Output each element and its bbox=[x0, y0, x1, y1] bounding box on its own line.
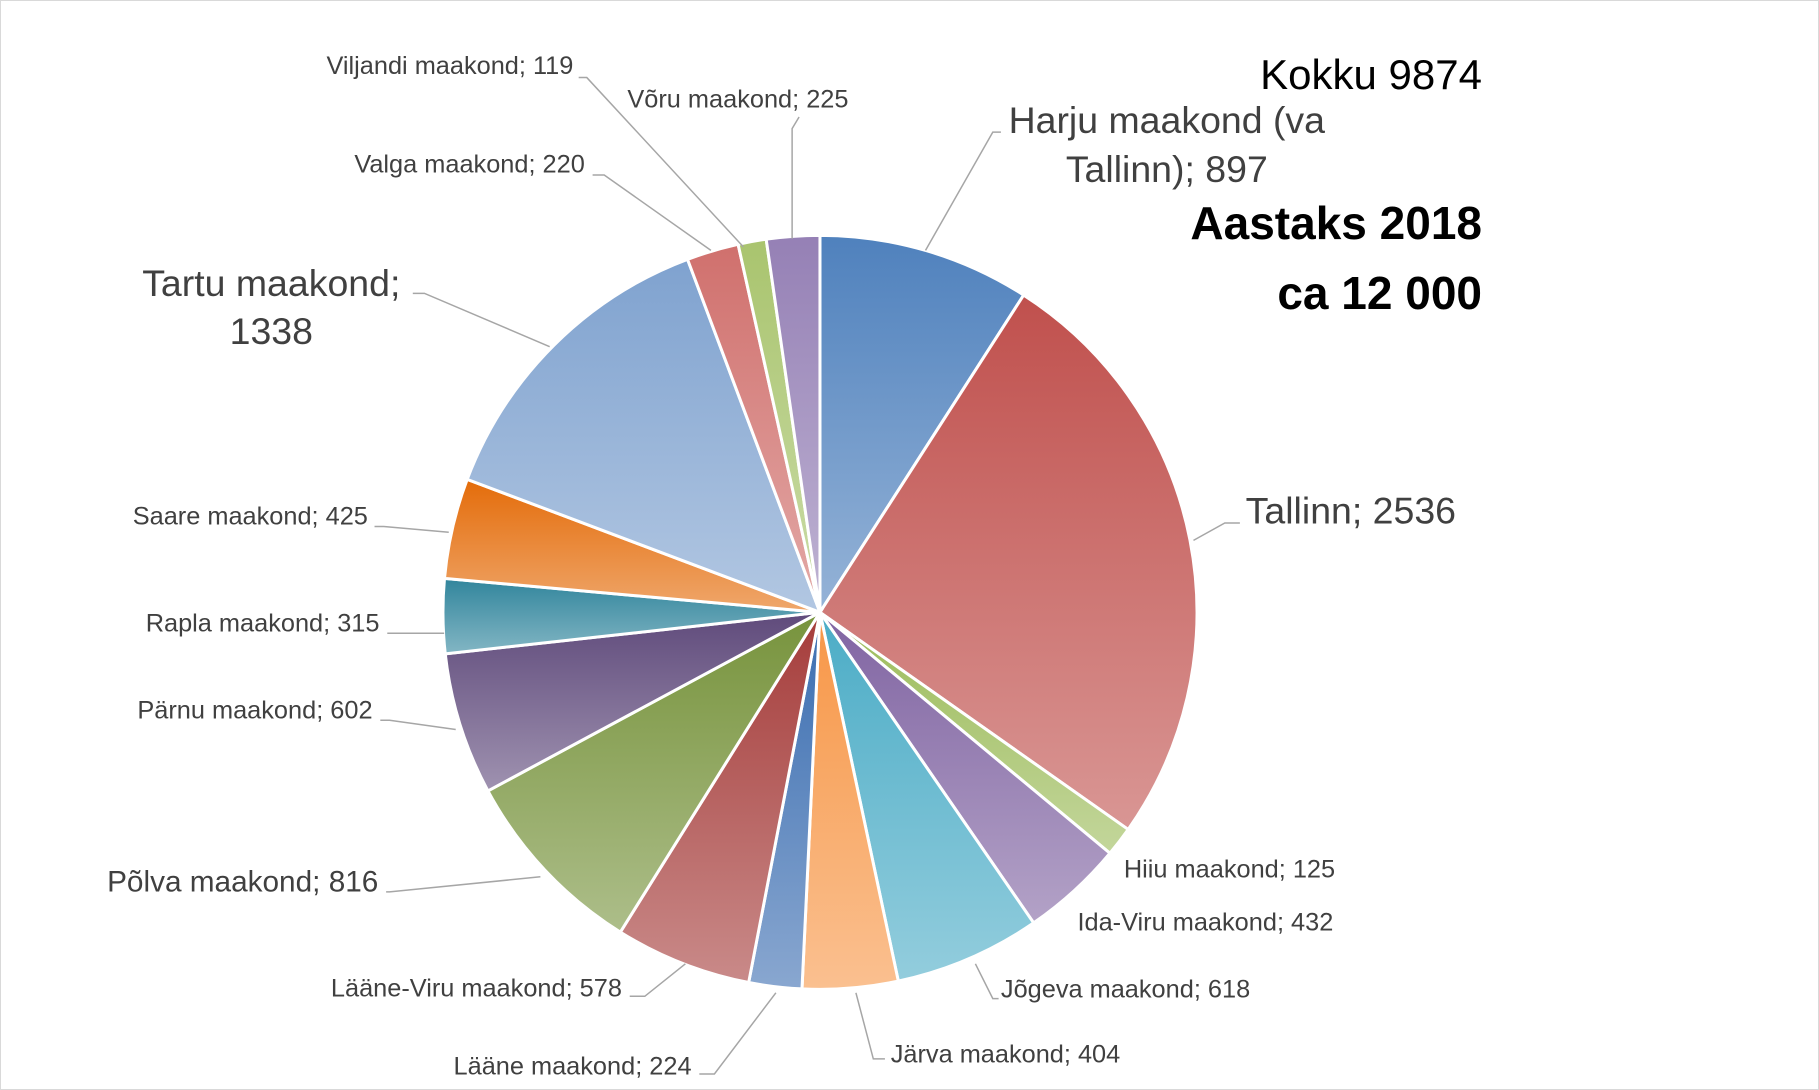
data-label: Lääne maakond; 224 bbox=[454, 1051, 692, 1084]
leader-line bbox=[791, 116, 800, 239]
label-separator: ; bbox=[1278, 855, 1293, 884]
leader-line bbox=[578, 76, 744, 248]
pie-slice bbox=[817, 293, 1199, 832]
data-label: Rapla maakond; 315 bbox=[146, 607, 380, 640]
label-separator: ; bbox=[528, 150, 543, 179]
data-label: Hiiu maakond; 125 bbox=[1124, 853, 1335, 886]
data-label: Ida-Viru maakond; 432 bbox=[1077, 907, 1333, 940]
label-category: Harju maakond (va Tallinn) bbox=[1008, 99, 1335, 190]
leader-line bbox=[386, 876, 541, 893]
label-value: 225 bbox=[806, 85, 849, 114]
label-category: Lääne maakond bbox=[453, 1052, 636, 1081]
data-label: Võru maakond; 225 bbox=[627, 83, 848, 116]
pie-slice bbox=[818, 611, 1036, 983]
label-category: Järva maakond bbox=[890, 1040, 1064, 1069]
label-category: Viljandi maakond bbox=[326, 51, 519, 80]
label-separator: ; bbox=[316, 696, 331, 725]
label-separator: ; bbox=[1184, 147, 1206, 190]
label-separator: ; bbox=[518, 51, 533, 80]
label-value: 1338 bbox=[229, 310, 313, 353]
label-separator: ; bbox=[565, 974, 580, 1003]
data-label: Valga maakond; 220 bbox=[354, 148, 584, 181]
leader-line bbox=[374, 525, 449, 534]
label-separator: ; bbox=[311, 502, 326, 531]
pie-slice bbox=[764, 233, 822, 613]
label-value: 2536 bbox=[1372, 490, 1456, 533]
label-value: 224 bbox=[649, 1052, 692, 1081]
data-label: Tallinn; 2536 bbox=[1246, 487, 1456, 536]
label-category: Võru maakond bbox=[627, 85, 793, 114]
data-label: Lääne-Viru maakond; 578 bbox=[331, 973, 622, 1006]
data-label: Järva maakond; 404 bbox=[891, 1039, 1121, 1072]
label-separator: ; bbox=[1193, 976, 1208, 1004]
leader-line bbox=[699, 992, 777, 1075]
label-separator: ; bbox=[1276, 908, 1292, 937]
leader-line bbox=[855, 992, 885, 1060]
data-label: Harju maakond (va Tallinn); 897 bbox=[987, 96, 1347, 193]
leader-line bbox=[974, 963, 999, 1000]
label-category: Pärnu maakond bbox=[137, 696, 317, 725]
label-value: 618 bbox=[1207, 976, 1251, 1004]
label-category: Tartu maakond bbox=[142, 261, 390, 304]
label-value: 119 bbox=[532, 51, 574, 80]
label-value: 578 bbox=[579, 974, 622, 1003]
leader-line bbox=[924, 131, 1001, 251]
label-category: Rapla maakond bbox=[145, 609, 324, 638]
label-value: 432 bbox=[1291, 908, 1334, 937]
annotation: ca 12 000 bbox=[1277, 267, 1482, 319]
label-value: 404 bbox=[1077, 1040, 1121, 1069]
label-value: 220 bbox=[542, 150, 585, 179]
label-category: Valga maakond bbox=[354, 150, 529, 179]
leader-line bbox=[629, 963, 686, 998]
leader-line bbox=[412, 292, 550, 348]
label-value: 816 bbox=[328, 865, 379, 899]
pie-slice bbox=[465, 257, 823, 615]
label-separator: ; bbox=[389, 261, 411, 304]
data-label: Tartu maakond; 1338 bbox=[109, 259, 434, 356]
annotation: Aastaks 2018 bbox=[1190, 197, 1482, 249]
leader-line bbox=[380, 719, 456, 731]
label-category: Ida-Viru maakond bbox=[1077, 908, 1277, 937]
label-separator: ; bbox=[323, 609, 338, 638]
label-separator: ; bbox=[635, 1052, 650, 1081]
data-label: Saare maakond; 425 bbox=[133, 501, 368, 534]
pie-slice bbox=[443, 610, 821, 793]
leader-line bbox=[592, 174, 712, 252]
label-value: 897 bbox=[1205, 147, 1268, 190]
label-value: 425 bbox=[325, 502, 368, 531]
data-label: Jõgeva maakond; 618 bbox=[1001, 974, 1250, 1007]
label-category: Põlva maakond bbox=[107, 865, 313, 899]
pie-slice bbox=[485, 608, 825, 935]
label-separator: ; bbox=[1351, 490, 1373, 533]
label-value: 315 bbox=[337, 609, 380, 638]
pie-slice bbox=[618, 611, 822, 985]
label-separator: ; bbox=[792, 85, 807, 114]
label-value: 125 bbox=[1292, 855, 1336, 884]
label-separator: ; bbox=[312, 865, 329, 899]
data-label: Pärnu maakond; 602 bbox=[137, 694, 372, 727]
leader-line bbox=[1193, 522, 1240, 542]
total-label: Kokku 9874 bbox=[1260, 51, 1482, 98]
label-category: Lääne-Viru maakond bbox=[330, 974, 566, 1003]
label-category: Tallinn bbox=[1245, 490, 1352, 533]
data-label: Põlva maakond; 816 bbox=[107, 863, 378, 902]
label-category: Jõgeva maakond bbox=[1000, 976, 1194, 1004]
label-separator: ; bbox=[1063, 1040, 1078, 1069]
data-label: Viljandi maakond; 119 bbox=[317, 50, 584, 83]
label-category: Hiiu maakond bbox=[1123, 855, 1279, 884]
label-category: Saare maakond bbox=[132, 502, 312, 531]
label-value: 602 bbox=[330, 696, 373, 725]
